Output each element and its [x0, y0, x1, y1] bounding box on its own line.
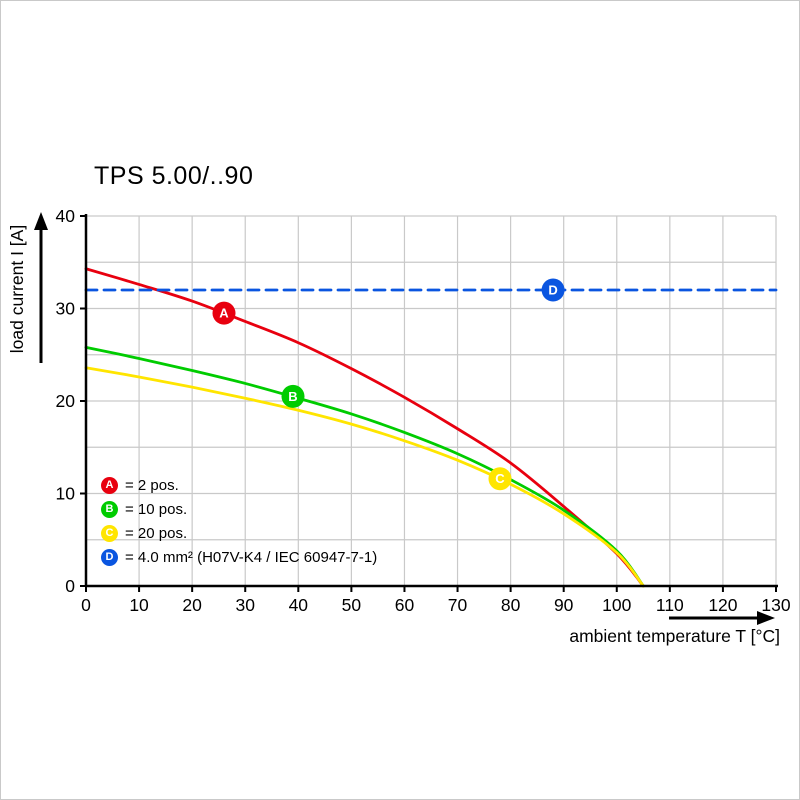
- legend-badge-b: B: [101, 500, 118, 518]
- legend-label-b: = 10 pos.: [125, 500, 188, 518]
- marker-label-d: D: [548, 283, 557, 298]
- x-tick-label: 130: [761, 595, 790, 615]
- x-tick-label: 10: [129, 595, 149, 615]
- x-tick-label: 60: [395, 595, 415, 615]
- marker-label-c: C: [495, 471, 505, 486]
- legend-badge-a: A: [101, 476, 118, 494]
- x-tick-label: 0: [81, 595, 91, 615]
- x-axis-label: ambient temperature T [°C]: [569, 626, 780, 646]
- marker-b: [281, 384, 305, 408]
- marker-label-a: A: [219, 306, 229, 321]
- y-tick-label: 40: [56, 206, 76, 226]
- y-tick-label: 20: [56, 391, 76, 411]
- legend-item-c: C = 20 pos.: [101, 521, 377, 545]
- x-tick-label: 50: [342, 595, 362, 615]
- chart-legend: A = 2 pos. B = 10 pos. C = 20 pos. D = 4…: [101, 473, 377, 569]
- x-tick-label: 90: [554, 595, 574, 615]
- x-tick-label: 30: [235, 595, 255, 615]
- chart-plot-area: 0 10 20 30 40 50 60 70 80 90 100 110 120 130 0 10 20 30 40…: [56, 206, 791, 615]
- legend-item-b: B = 10 pos.: [101, 497, 377, 521]
- legend-label-c: = 20 pos.: [125, 524, 188, 542]
- y-tick-label: 0: [65, 576, 75, 596]
- curve-b: [84, 345, 645, 588]
- marker-label-b: B: [288, 389, 297, 404]
- chart-title: TPS 5.00/..90: [94, 162, 254, 190]
- marker-d: [541, 278, 565, 302]
- legend-label-d: = 4.0 mm² (H07V-K4 / IEC 60947-7-1): [125, 548, 378, 566]
- x-tick-label: 110: [656, 595, 684, 615]
- marker-a: [212, 301, 236, 325]
- x-tick-label: 20: [182, 595, 202, 615]
- x-tick-label: 120: [708, 595, 737, 615]
- x-tick-label: 80: [501, 595, 521, 615]
- legend-item-a: A = 2 pos.: [101, 473, 377, 497]
- curve-a: [84, 267, 645, 588]
- legend-badge-c: C: [101, 524, 118, 542]
- y-axis-label: load current I [A]: [7, 225, 27, 353]
- x-tick-label: 100: [602, 595, 631, 615]
- y-tick-label: 10: [56, 484, 76, 504]
- x-axis-arrow-icon: [669, 611, 775, 625]
- legend-item-d: D = 4.0 mm² (H07V-K4 / IEC 60947-7-1): [101, 545, 377, 569]
- curve-c: [84, 366, 645, 588]
- y-tick-label: 30: [56, 299, 76, 319]
- y-axis-arrow-icon: [34, 212, 48, 363]
- marker-c: [488, 467, 512, 491]
- x-tick-label: 40: [289, 595, 309, 615]
- legend-badge-d: D: [101, 548, 118, 566]
- x-tick-label: 70: [448, 595, 468, 615]
- legend-label-a: = 2 pos.: [125, 476, 179, 494]
